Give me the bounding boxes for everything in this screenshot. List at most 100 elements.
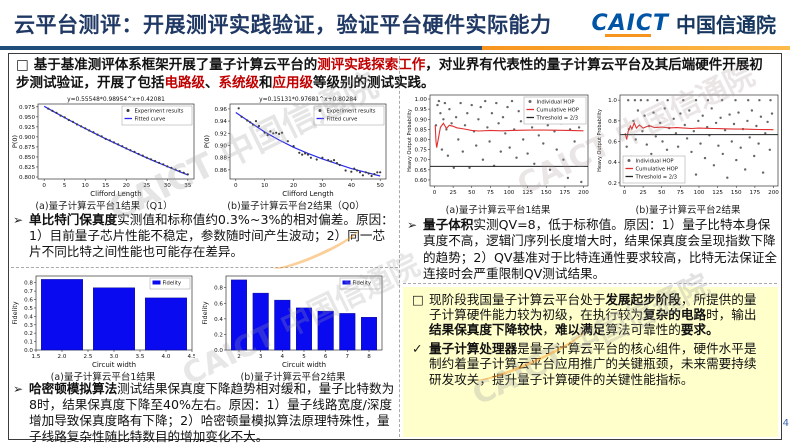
gate-fidelity-text: 单比特门保真度实测值和标称值约0.3%~3%的相对偏差。原因：1）目前量子芯片性…: [29, 212, 394, 259]
qv-chart-block-b: 0 25 50 75 100 125 150 175 200 0.2 0.4 0.6 0.8 1.0 Hea…: [595, 90, 781, 216]
caict-letters: CAICT: [591, 11, 669, 36]
svg-text:0.6: 0.6: [24, 298, 33, 304]
svg-text:6: 6: [324, 354, 328, 360]
svg-text:0.875: 0.875: [19, 145, 35, 151]
svg-text:25: 25: [640, 190, 648, 196]
hamiltonian-text: 哈密顿模拟算法测试结果保真度下降趋势相对缓和，量子比特数为8时，结果保真度下降至…: [29, 381, 395, 444]
svg-text:0.850: 0.850: [19, 155, 35, 161]
rb-chart-row: 0 5 10 15 20 25 30 35 0.800 0.825 0.850 0.875 0.900 0…: [11, 94, 389, 212]
rb-chart-block-b: 0 10 20 30 40 50 0.86 0.88 0.90 0.92 0.94 0.96 y=0.1…: [203, 94, 389, 212]
caict-orange-underline: [605, 34, 652, 37]
rb-chart-block-a: 0 5 10 15 20 25 30 35 0.800 0.825 0.850 0.875 0.900 0…: [11, 94, 197, 212]
summary-box: □ 现阶段我国量子计算云平台处于发展起步阶段，所提供的量子计算硬件能力较为初级，…: [403, 287, 778, 437]
column-divider: [399, 56, 400, 437]
rb-chart-2: 0 10 20 30 40 50 0.86 0.88 0.90 0.92 0.94 0.96 y=0.1…: [203, 97, 387, 198]
svg-text:10: 10: [261, 183, 269, 189]
svg-text:0.4: 0.4: [608, 160, 617, 166]
square-bullet-icon: □: [412, 292, 424, 307]
svg-text:0.2: 0.2: [608, 181, 617, 187]
svg-text:75: 75: [677, 190, 685, 196]
qv-chart-1-caption: (a)量子计算云平台1结果: [445, 205, 551, 216]
qv-chart-row: 0 25 50 75 100 125 150 175 200 0.60 0.65 0.70 0.75 0.…: [405, 90, 781, 216]
svg-text:0.5: 0.5: [24, 306, 33, 312]
svg-text:0.2: 0.2: [24, 331, 33, 337]
svg-text:0: 0: [433, 190, 437, 196]
svg-text:0.800: 0.800: [19, 175, 35, 181]
svg-text:Individual HOP: Individual HOP: [636, 159, 674, 165]
qv-chart-2-caption: (b)量子计算云平台2结果: [635, 205, 741, 216]
header-divider-orange: [481, 46, 790, 50]
svg-text:0.825: 0.825: [19, 165, 35, 171]
checkmark-icon: ✓: [412, 341, 423, 357]
svg-text:125: 125: [522, 190, 533, 196]
svg-text:Threshold = 2/3: Threshold = 2/3: [536, 116, 579, 122]
svg-text:0.950: 0.950: [19, 115, 35, 121]
svg-text:0.3: 0.3: [24, 323, 33, 329]
svg-text:Clifford Length: Clifford Length: [90, 190, 141, 198]
hamiltonian-bullet: ➢ 哈密顿模拟算法测试结果保真度下降趋势相对缓和，量子比特数为8时，结果保真度下…: [13, 381, 397, 444]
bar-chart-1-caption: (a)量子计算云平台1结果: [50, 372, 156, 383]
svg-text:4: 4: [281, 354, 285, 360]
svg-text:35: 35: [184, 183, 192, 189]
svg-text:25: 25: [143, 183, 151, 189]
svg-text:5: 5: [302, 354, 306, 360]
svg-text:0.4: 0.4: [24, 314, 33, 320]
svg-text:50: 50: [658, 190, 666, 196]
svg-text:Fidelity: Fidelity: [353, 281, 372, 287]
arrow-bullet-icon: ➢: [13, 382, 24, 396]
svg-text:0.6: 0.6: [608, 140, 617, 146]
svg-text:Threshold = 2/3: Threshold = 2/3: [635, 175, 678, 181]
svg-text:0.6: 0.6: [214, 301, 223, 307]
qv-chart-1: 0 25 50 75 100 125 150 175 200 0.60 0.65 0.70 0.75 0.…: [407, 94, 589, 196]
svg-text:8: 8: [367, 354, 371, 360]
quantum-volume-bullet: ➢ 量子体积实测QV=8，低于标称值。原因：1）量子比特本身保真度不高，逻辑门序…: [407, 217, 779, 282]
svg-text:15: 15: [102, 183, 110, 189]
svg-text:40: 40: [348, 183, 356, 189]
bar-chart-2-caption: (b)量子计算云平台2结果: [240, 372, 346, 383]
svg-text:50: 50: [468, 190, 476, 196]
svg-text:2.5: 2.5: [84, 354, 93, 360]
svg-text:0: 0: [234, 183, 238, 189]
svg-text:7: 7: [346, 354, 350, 360]
svg-text:30: 30: [164, 183, 172, 189]
svg-text:0.975: 0.975: [19, 105, 35, 111]
rb-chart-2-caption: (b)量子计算云平台2结果（Q0）: [227, 201, 365, 212]
svg-text:150: 150: [731, 190, 742, 196]
svg-text:0.0: 0.0: [214, 348, 223, 354]
svg-text:50: 50: [377, 183, 385, 189]
svg-text:25: 25: [450, 190, 458, 196]
svg-text:0.96: 0.96: [215, 107, 228, 113]
caict-logo-text: CAICT: [591, 11, 669, 37]
right-section-divider: [403, 283, 777, 284]
svg-text:0.65: 0.65: [415, 168, 428, 174]
svg-text:5: 5: [63, 183, 67, 189]
svg-text:0.90: 0.90: [415, 117, 428, 123]
page-title: 云平台测评：开展测评实践验证，验证平台硬件实际能力: [14, 12, 552, 37]
svg-text:Circuit width: Circuit width: [92, 361, 136, 369]
summary-bullet-2: ✓ 量子计算处理器是量子计算云平台的核心组件，硬件水平是制约着量子计算云平台应用…: [412, 341, 769, 386]
svg-text:0.90: 0.90: [215, 143, 228, 149]
svg-text:P(0): P(0): [203, 135, 211, 148]
svg-text:Heavy Output Probability: Heavy Output Probability: [597, 109, 603, 172]
svg-text:Cumulative HOP: Cumulative HOP: [537, 108, 579, 114]
svg-text:P(0): P(0): [11, 135, 19, 148]
svg-text:200: 200: [768, 190, 779, 196]
caict-logo-chinese: 中国信通院: [676, 13, 776, 37]
content-panel: □ 基于基准测评体系框架开展了量子计算云平台的测评实践探索工作，对业界有代表性的量…: [8, 53, 782, 444]
svg-text:0.86: 0.86: [215, 168, 228, 174]
svg-text:0.900: 0.900: [19, 135, 35, 141]
intro-text: 基于基准测评体系框架开展了量子计算云平台的测评实践探索工作，对业界有代表性的量子…: [16, 57, 763, 91]
arrow-bullet-icon: ➢: [13, 213, 24, 227]
svg-text:0.70: 0.70: [415, 158, 428, 164]
svg-text:3: 3: [259, 354, 263, 360]
svg-text:0.95: 0.95: [415, 107, 428, 113]
svg-text:20: 20: [123, 183, 131, 189]
bar-chart-block-a: 1.5 2.0 2.5 3.0 3.5 4.0 4.5 0.0 0.1 0.2 0.3 0.4 0.5 0…: [11, 271, 195, 383]
svg-text:Clifford Length: Clifford Length: [282, 190, 333, 198]
svg-text:0.8: 0.8: [608, 119, 617, 125]
svg-text:Cumulative HOP: Cumulative HOP: [636, 167, 678, 173]
header: 云平台测评：开展测评实践验证，验证平台硬件实际能力 CAICT 中国信通院: [0, 0, 790, 47]
svg-text:0.88: 0.88: [215, 156, 228, 162]
svg-text:0.4: 0.4: [214, 317, 223, 323]
